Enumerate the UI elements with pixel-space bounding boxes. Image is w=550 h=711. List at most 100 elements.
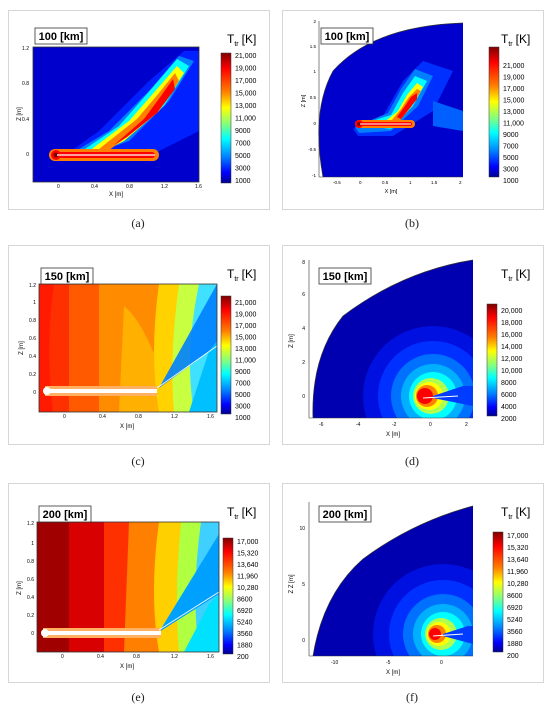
legend-label-e-7: 5240 [237, 620, 253, 627]
y-tick-b-4: 1 [313, 69, 316, 74]
legend-label-a-1: 19,000 [235, 66, 257, 73]
x-tick-b-5: 2 [459, 180, 462, 185]
axis-ticks-d: -6 -4 -2 0 2 0 2 4 6 8 [302, 260, 468, 428]
legend-label-b-3: 15,000 [503, 98, 525, 105]
colorbar-labels-a: 21,000 19,000 17,000 15,000 13,000 11,00… [235, 53, 257, 185]
legend-label-b-1: 19,000 [503, 75, 525, 82]
altitude-label-b: 100 [km] [325, 31, 370, 43]
caption-c: (c) [131, 454, 145, 468]
legend-title-unit-b: [K] [516, 32, 531, 46]
y-tick-c-2: 0.4 [29, 354, 36, 360]
legend-label-b-7: 7000 [503, 144, 519, 151]
legend-label-a-10: 1000 [235, 178, 251, 185]
y-tick-b-5: 1.5 [310, 44, 317, 49]
legend-label-c-5: 11,000 [235, 358, 256, 365]
x-tick-f-0: -10 [331, 660, 338, 666]
y-tick-a-3: 1.2 [22, 46, 29, 52]
legend-label-a-2: 17,000 [235, 78, 257, 85]
legend-title-main-e: T [227, 505, 235, 519]
legend-title-f: Ttr [K] [501, 505, 530, 521]
legend-label-a-9: 3000 [235, 166, 251, 173]
legend-label-e-4: 10,280 [237, 585, 259, 592]
contour-plot-f: 200 [km] -10 -5 0 0 5 10 X [m] Z Z [m] T… [289, 502, 530, 676]
legend-label-c-8: 5000 [235, 392, 251, 399]
panel-b: 100 [km] -0.5 0 0.5 1 1.5 2 -1 -0.5 0 0.… [282, 10, 544, 210]
y-tick-e-5: 1 [31, 541, 34, 547]
svg-text:Ttr[K]: Ttr [K] [227, 32, 256, 48]
x-tick-e-4: 1.6 [207, 654, 214, 660]
legend-label-f-2: 13,640 [507, 557, 529, 564]
legend-label-c-9: 3000 [235, 404, 251, 411]
caption-d: (d) [405, 454, 419, 468]
legend-label-c-4: 13,000 [235, 346, 257, 353]
axis-ticks-e: 0 0.4 0.8 1.2 1.6 0 0.2 0.4 0.6 0.8 1 1.… [27, 521, 214, 660]
y-tick-e-0: 0 [31, 631, 34, 637]
y-tick-e-1: 0.2 [27, 613, 34, 619]
legend-label-e-5: 8600 [237, 597, 253, 604]
x-tick-b-1: 0 [359, 180, 362, 185]
y-tick-d-1: 2 [302, 360, 305, 366]
colorbar-b [488, 46, 500, 178]
legend-label-e-1: 15,320 [237, 551, 259, 558]
legend-label-f-8: 3560 [507, 629, 523, 636]
x-tick-d-1: -4 [356, 422, 361, 428]
y-tick-d-2: 4 [302, 326, 305, 332]
legend-label-c-2: 17,000 [235, 323, 257, 330]
y-tick-e-6: 1.2 [27, 521, 34, 527]
legend-label-c-3: 15,000 [235, 335, 257, 342]
legend-label-d-2: 16,000 [501, 332, 523, 339]
legend-title-sub-c: tr [234, 276, 239, 283]
legend-label-f-0: 17,000 [507, 533, 529, 540]
panel-f: 200 [km] -10 -5 0 0 5 10 X [m] Z Z [m] T… [282, 483, 544, 683]
contour-plot-e: 200 [km] 0 0.4 0.8 1.2 1.6 0 0.2 0.4 0.6… [17, 505, 259, 670]
y-tick-a-2: 0.8 [22, 81, 29, 87]
legend-title-b: Ttr [K] [501, 32, 530, 48]
legend-title-unit-e: [K] [242, 505, 257, 519]
legend-label-a-3: 15,000 [235, 91, 257, 98]
x-tick-d-2: -2 [392, 422, 397, 428]
x-axis-label-d: X [m] [386, 432, 400, 438]
colorbar-labels-b: 21,000 19,000 17,000 15,000 13,000 11,00… [503, 63, 525, 185]
y-axis-label-d: Z [m] [289, 334, 295, 348]
legend-label-f-3: 11,960 [507, 569, 528, 576]
legend-label-a-4: 13,000 [235, 103, 257, 110]
legend-label-a-8: 5000 [235, 153, 251, 160]
y-tick-a-1: 0.4 [22, 117, 29, 123]
y-tick-e-4: 0.8 [27, 559, 34, 565]
legend-label-f-7: 5240 [507, 617, 523, 624]
y-axis-label-e: Z [m] [17, 581, 23, 595]
x-tick-a-3: 1.2 [161, 184, 168, 190]
y-axis-label-f: Z Z [m] [289, 574, 295, 593]
x-tick-c-2: 0.8 [135, 414, 142, 420]
legend-label-f-10: 200 [507, 653, 519, 660]
y-tick-b-6: 2 [313, 19, 316, 24]
legend-label-c-6: 9000 [235, 369, 251, 376]
svg-text:Ttr[K]: Ttr [K] [227, 505, 256, 521]
y-axis-label-c: Z [m] [19, 341, 25, 355]
axis-ticks-f: -10 -5 0 0 5 10 [299, 526, 443, 666]
altitude-label-e: 200 [km] [43, 509, 88, 521]
colorbar-labels-d: 20,000 18,000 16,000 14,000 12,000 10,00… [501, 308, 523, 423]
legend-title-sub-a: tr [234, 41, 239, 48]
legend-label-d-3: 14,000 [501, 344, 523, 351]
panel-a: 100 [km] 0 0.4 0.8 1.2 1.6 0 0.4 0.8 1.2… [8, 10, 270, 210]
legend-label-b-6: 9000 [503, 132, 519, 139]
y-axis-label-b: Z [m] [301, 94, 307, 107]
x-tick-b-4: 1.5 [431, 180, 438, 185]
legend-title-d: Ttr [K] [501, 267, 530, 283]
x-tick-c-1: 0.4 [99, 414, 106, 420]
legend-label-b-10: 1000 [503, 178, 519, 185]
legend-label-f-9: 1880 [507, 641, 523, 648]
y-tick-f-0: 0 [302, 638, 305, 644]
y-tick-e-3: 0.6 [27, 577, 34, 583]
y-tick-d-3: 6 [302, 292, 305, 298]
legend-label-f-1: 15,320 [507, 545, 529, 552]
x-tick-a-2: 0.8 [126, 184, 133, 190]
legend-title-c: Ttr [K] [227, 267, 256, 283]
y-tick-b-3: 0.5 [310, 95, 317, 100]
legend-label-a-5: 11,000 [235, 116, 256, 123]
x-tick-d-3: 0 [429, 422, 432, 428]
y-axis-label-a: Z [m] [17, 107, 23, 121]
caption-e: (e) [131, 690, 145, 704]
y-tick-b-1: -0.5 [308, 147, 316, 152]
